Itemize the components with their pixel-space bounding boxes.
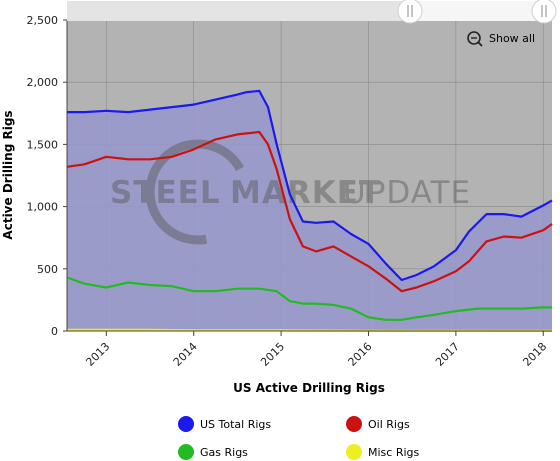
legend-item-oil-rigs[interactable]: Oil Rigs (346, 416, 410, 432)
legend-item-misc-rigs[interactable]: Misc Rigs (346, 444, 420, 460)
zoom-out-icon[interactable] (467, 31, 481, 45)
y-axis-ticks: 0 500 1,000 1,500 2,000 2,500 (27, 14, 67, 338)
legend-label: Gas Rigs (200, 446, 248, 459)
legend-label: Oil Rigs (368, 418, 410, 431)
x-tick-label-5: 2018 (520, 340, 549, 369)
x-tick-label-1: 2014 (171, 340, 200, 369)
legend-marker (346, 416, 362, 432)
show-all-label[interactable]: Show all (489, 32, 535, 45)
legend-label: Misc Rigs (368, 446, 420, 459)
watermark-word-update: UPDATE (343, 175, 471, 211)
y-tick-label-3: 1,500 (27, 138, 59, 151)
legend-label: US Total Rigs (200, 418, 271, 431)
x-tick-label-0: 2013 (83, 340, 112, 369)
watermark-logo-ring (145, 139, 251, 245)
x-tick-label-2: 2015 (258, 340, 287, 369)
zoom-out-icon-handle (477, 41, 483, 47)
navigator-selected-range[interactable] (410, 1, 543, 21)
y-axis-title: Active Drilling Rigs (1, 110, 15, 239)
x-tick-label-4: 2017 (433, 340, 462, 369)
legend: US Total Rigs Oil Rigs Gas Rigs Misc Rigs (178, 416, 420, 460)
x-tick-label-3: 2016 (346, 340, 375, 369)
y-tick-label-2: 1,000 (27, 201, 59, 214)
navigator-left-handle[interactable] (397, 0, 423, 24)
legend-item-gas-rigs[interactable]: Gas Rigs (178, 444, 248, 460)
watermark-word-steel: STEEL (110, 175, 221, 211)
watermark: STEEL MARKET UPDATE (110, 139, 471, 245)
y-tick-label-1: 500 (37, 263, 58, 276)
series-line-us-total-rigs[interactable] (67, 89, 553, 282)
legend-item-us-total-rigs[interactable]: US Total Rigs (178, 416, 271, 432)
y-tick-label-5: 2,500 (27, 14, 59, 27)
x-axis-title: US Active Drilling Rigs (233, 381, 385, 395)
y-tick-label-4: 2,000 (27, 76, 59, 89)
series-line-gas-rigs[interactable] (66, 276, 552, 321)
navigator-right-handle[interactable] (531, 0, 557, 24)
y-tick-label-0: 0 (51, 325, 58, 338)
legend-marker (178, 444, 194, 460)
show-all-button[interactable]: Show all (467, 31, 535, 47)
range-navigator[interactable] (67, 0, 557, 24)
series-line-oil-rigs[interactable] (66, 130, 553, 293)
watermark-word-market: MARKET (230, 175, 381, 211)
legend-marker (346, 444, 362, 460)
legend-marker (178, 416, 194, 432)
x-axis-ticks: 2013 2014 2015 2016 2017 2018 (83, 331, 549, 369)
